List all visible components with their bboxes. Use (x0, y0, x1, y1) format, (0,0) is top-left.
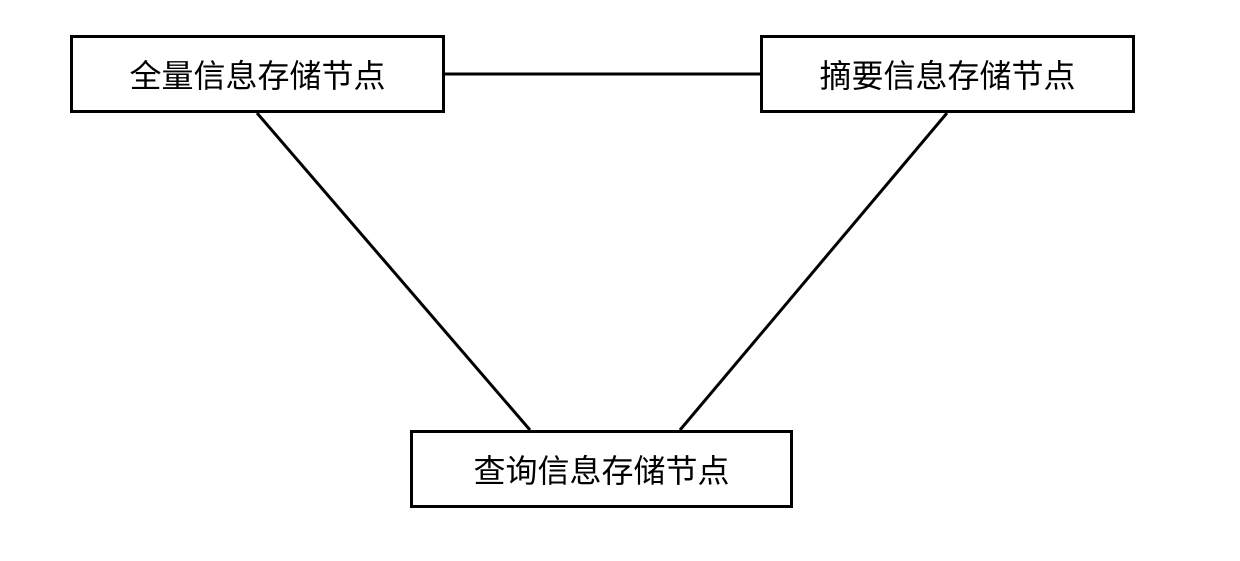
node-full-info-storage: 全量信息存储节点 (70, 35, 445, 113)
edge-full-query (257, 113, 530, 430)
diagram-canvas: 全量信息存储节点 摘要信息存储节点 查询信息存储节点 (0, 0, 1240, 561)
node-label: 查询信息存储节点 (473, 446, 729, 492)
node-summary-info-storage: 摘要信息存储节点 (760, 35, 1135, 113)
edge-summary-query (680, 113, 947, 430)
node-query-info-storage: 查询信息存储节点 (410, 430, 793, 508)
node-label: 全量信息存储节点 (129, 51, 385, 97)
node-label: 摘要信息存储节点 (819, 51, 1075, 97)
